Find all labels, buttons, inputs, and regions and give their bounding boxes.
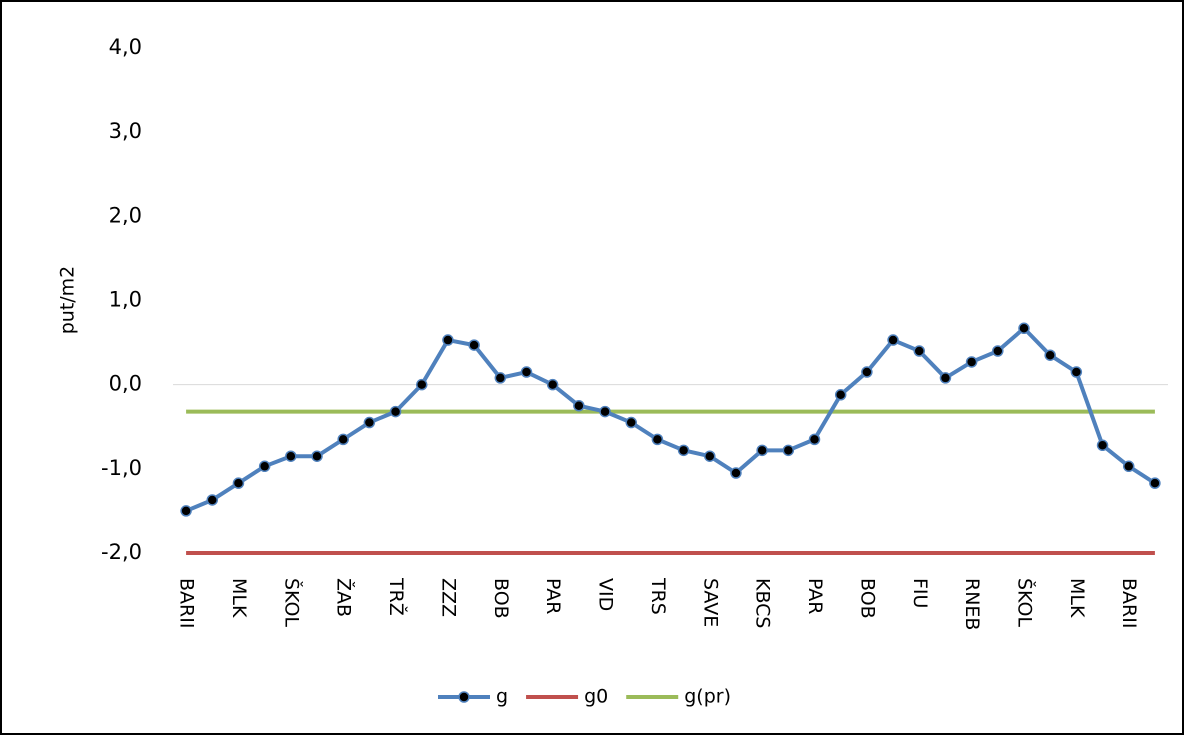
point bbox=[992, 345, 1004, 357]
y-tick-label: -2,0 bbox=[101, 540, 142, 564]
point bbox=[416, 378, 428, 391]
point bbox=[704, 450, 716, 462]
point bbox=[389, 405, 402, 418]
x-tick-label: BARII bbox=[1118, 578, 1140, 628]
point bbox=[180, 505, 192, 517]
point bbox=[1044, 349, 1056, 361]
x-tick-label: TRŽ bbox=[385, 577, 408, 616]
point bbox=[573, 399, 585, 412]
point bbox=[599, 405, 611, 418]
point bbox=[285, 450, 297, 462]
point bbox=[913, 345, 925, 357]
y-tick-label: 1,0 bbox=[109, 288, 142, 312]
x-tick-label: MLK bbox=[1066, 578, 1088, 618]
x-tick-label: ŠKOL bbox=[1013, 578, 1037, 627]
point bbox=[861, 366, 873, 378]
point bbox=[546, 378, 559, 391]
x-tick-label: BOB bbox=[490, 578, 512, 619]
point bbox=[311, 450, 323, 462]
y-tick-label: 3,0 bbox=[109, 119, 142, 143]
point bbox=[625, 416, 637, 429]
x-tick-label: PAR bbox=[542, 578, 564, 614]
point bbox=[677, 444, 690, 457]
point bbox=[651, 433, 664, 446]
point bbox=[808, 433, 821, 446]
point bbox=[468, 339, 480, 351]
x-tick-label: BARII bbox=[176, 578, 198, 628]
y-tick-label: 0,0 bbox=[109, 372, 142, 396]
x-tick-label: SAVE bbox=[699, 578, 721, 627]
point bbox=[834, 389, 847, 401]
legend-label: g bbox=[496, 686, 508, 708]
x-tick-label: RNEB bbox=[961, 578, 983, 630]
point bbox=[887, 334, 899, 346]
x-tick-label: TRS bbox=[647, 577, 669, 615]
x-tick-label: BOB bbox=[856, 578, 878, 619]
y-tick-label: -1,0 bbox=[101, 456, 142, 480]
point bbox=[337, 433, 349, 446]
point bbox=[258, 460, 271, 473]
y-tick-label: 4,0 bbox=[109, 35, 142, 59]
point bbox=[442, 334, 454, 346]
x-tick-label: ŽAB bbox=[333, 578, 356, 617]
point bbox=[520, 366, 533, 378]
x-tick-label: ZZZ bbox=[437, 578, 459, 617]
x-tick-label: KBCS bbox=[752, 578, 774, 629]
x-tick-label: PAR bbox=[804, 578, 826, 614]
point bbox=[1122, 460, 1135, 473]
point bbox=[206, 494, 219, 506]
point bbox=[756, 444, 768, 457]
x-tick-label: MLK bbox=[228, 578, 250, 618]
point bbox=[730, 467, 742, 479]
point bbox=[494, 372, 507, 384]
x-tick-label: FIU bbox=[909, 578, 931, 608]
point bbox=[1149, 477, 1161, 489]
point bbox=[1018, 322, 1030, 335]
x-tick-label: ŠKOL bbox=[280, 578, 304, 627]
legend-label: g0 bbox=[584, 686, 608, 708]
point bbox=[965, 356, 978, 368]
point bbox=[363, 416, 376, 429]
point bbox=[232, 477, 245, 489]
point bbox=[782, 444, 795, 457]
point bbox=[939, 372, 952, 384]
y-tick-label: 2,0 bbox=[109, 203, 142, 227]
legend-marker bbox=[458, 691, 470, 703]
point bbox=[1070, 366, 1083, 378]
point bbox=[1096, 439, 1109, 452]
y-axis-label: put/m2 bbox=[57, 266, 79, 335]
legend-label: g(pr) bbox=[684, 686, 731, 708]
x-tick-label: VID bbox=[595, 578, 617, 611]
